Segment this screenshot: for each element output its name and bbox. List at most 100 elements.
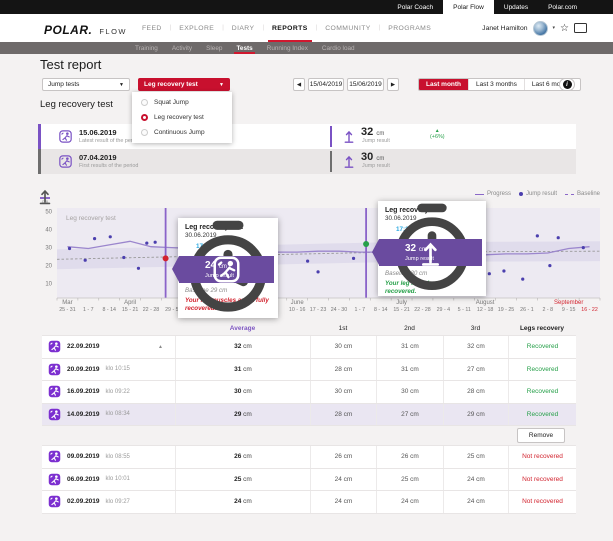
nav-item-programs[interactable]: PROGRAMS xyxy=(388,24,432,32)
jump-result-dot[interactable] xyxy=(581,246,585,250)
average-cell: 29 cm xyxy=(175,403,310,425)
top-link-updates[interactable]: Updates xyxy=(503,3,529,11)
test-row-09-09-2019[interactable]: 09.09.2019 klo 08:55 26 cm 26 cm 26 cm 25 cm N… xyxy=(42,445,576,468)
nav-item-reports[interactable]: REPORTS xyxy=(264,14,316,42)
chart-text: April xyxy=(124,300,136,306)
sort-asc-icon[interactable]: ▲ xyxy=(158,343,163,350)
nav-item-explore[interactable]: EXPLORE xyxy=(179,24,215,32)
jump-result-dot[interactable] xyxy=(136,266,141,270)
row-time: klo 09:27 xyxy=(105,498,130,505)
subnav-item-activity[interactable]: Activity xyxy=(171,44,193,52)
menu-option-continuous-jump[interactable]: Continuous Jump xyxy=(132,125,232,140)
section-title: Leg recovery test xyxy=(40,99,113,110)
test-row-06-09-2019[interactable]: 06.09.2019 klo 10:01 25 cm 24 cm 25 cm 24 cm N… xyxy=(42,467,576,490)
date-to-field[interactable]: 15/06/2019 xyxy=(347,78,384,91)
jump-result-dot[interactable] xyxy=(122,255,126,260)
jump-result-dot[interactable] xyxy=(306,259,310,263)
chevron-down-icon[interactable]: ▾ xyxy=(552,25,556,31)
chart-text: 2 - 8 xyxy=(542,307,553,313)
row-date: 20.09.2019 xyxy=(67,365,100,373)
summary-unit: cm xyxy=(376,131,385,137)
range-last-month[interactable]: Last month xyxy=(419,79,469,90)
trend-up-icon: ▲ xyxy=(434,128,440,134)
subnav-item-running-index[interactable]: Running Index xyxy=(266,44,308,52)
date-from-field[interactable]: 15/04/2019 xyxy=(308,78,344,91)
summary-unit: cm xyxy=(376,156,385,162)
tooltip-baseline: Baseline 29 cm xyxy=(185,287,228,294)
jump-result-dot[interactable] xyxy=(83,258,87,262)
avatar[interactable] xyxy=(532,20,548,36)
row-time: klo 08:55 xyxy=(105,453,130,460)
nav-separator: | xyxy=(169,25,172,31)
jump-result-dot[interactable] xyxy=(108,235,112,239)
jump-result-dot[interactable] xyxy=(548,264,552,268)
jump-test-icon xyxy=(48,450,61,463)
third-result-cell: 28 cm xyxy=(443,381,508,403)
summary-value: 30 xyxy=(361,151,374,163)
subnav-item-cardio-load[interactable]: Cardio load xyxy=(321,44,355,52)
summary-caption: First results of the period xyxy=(79,163,139,169)
test-type-value: Leg recovery test xyxy=(144,81,198,88)
chart-text: 25 - 31 xyxy=(59,307,76,313)
chart-text: September xyxy=(554,300,583,306)
chevron-down-icon: ▼ xyxy=(119,81,124,88)
test-type-dropdown[interactable]: Leg recovery test ▼ xyxy=(138,78,230,91)
subnav-item-training[interactable]: Training xyxy=(135,44,158,52)
tooltip-value-label: Jump result xyxy=(205,272,234,279)
menu-option-leg-recovery-test[interactable]: Leg recovery test xyxy=(132,110,232,125)
range-last-3-months[interactable]: Last 3 months xyxy=(468,79,524,90)
range-last-6-months[interactable]: Last 6 months xyxy=(523,79,580,90)
legend-dot-icon xyxy=(518,192,523,196)
main-header: POLAR. FLOW FEED | EXPLORE | DIARY | REPORTS | C… xyxy=(0,14,613,42)
average-cell: 24 cm xyxy=(175,491,310,513)
nav-item-community[interactable]: COMMUNITY xyxy=(325,24,371,32)
chart-text: 17 - 23 xyxy=(310,307,327,313)
favorite-star-icon[interactable]: ☆ xyxy=(560,22,569,34)
test-row-14-09-2019[interactable]: 14.09.2019 klo 08:34 29 cm 28 cm 27 cm 29 cm R… xyxy=(42,402,576,426)
feedback-icon[interactable] xyxy=(574,23,587,33)
jump-result-dot[interactable] xyxy=(487,272,491,276)
top-link-polar-coach[interactable]: Polar Coach xyxy=(397,3,434,11)
next-period-button[interactable]: ▶ xyxy=(387,78,399,91)
jump-result-dot[interactable] xyxy=(502,269,506,273)
selected-point-recovered[interactable] xyxy=(363,241,370,247)
jump-result-dot[interactable] xyxy=(153,240,157,244)
nav-item-feed[interactable]: FEED xyxy=(142,24,162,32)
jump-result-dot[interactable] xyxy=(521,277,525,281)
jump-test-icon xyxy=(48,473,61,486)
top-link-polar-com[interactable]: Polar.com xyxy=(548,3,577,11)
subnav-item-sleep[interactable]: Sleep xyxy=(206,44,223,52)
legs-recovery-column-header: Legs recovery xyxy=(519,325,565,332)
prev-period-button[interactable]: ◀ xyxy=(293,78,305,91)
average-cell: 31 cm xyxy=(175,358,310,380)
jump-result-dot[interactable] xyxy=(535,234,539,238)
top-link-polar-flow[interactable]: Polar Flow xyxy=(443,0,494,14)
user-area[interactable]: Janet Hamilton ▾ ☆ xyxy=(482,14,587,42)
jump-result-dot[interactable] xyxy=(145,241,149,245)
selected-point-not-recovered[interactable] xyxy=(162,255,169,262)
second-result-cell: 26 cm xyxy=(376,446,443,468)
jump-result-dot[interactable] xyxy=(316,270,320,274)
jump-test-icon xyxy=(48,363,61,376)
jump-result-dot[interactable] xyxy=(351,256,356,260)
third-column-header: 3rd xyxy=(470,325,481,332)
row-date: 06.09.2019 xyxy=(67,475,100,483)
chart-text: 1 - 7 xyxy=(83,307,94,313)
summary-value-label: Jump result xyxy=(362,138,390,144)
test-row-02-09-2019[interactable]: 02.09.2019 klo 09:27 24 cm 24 cm 24 cm 24 cm N… xyxy=(42,490,576,514)
test-row-20-09-2019[interactable]: 20.09.2019 klo 10:15 31 cm 28 cm 31 cm 27 cm R… xyxy=(42,357,576,380)
test-group-dropdown[interactable]: Jump tests ▼ xyxy=(42,78,130,91)
trend-delta: ▲ (+6%) xyxy=(430,128,445,141)
nav-item-diary[interactable]: DIARY xyxy=(231,24,255,32)
test-row-22-09-2019[interactable]: 22.09.2019 ▲ 32 cm 30 cm 31 cm 32 cm Recovered xyxy=(42,335,576,358)
jump-result-dot[interactable] xyxy=(556,236,560,240)
subnav-item-tests[interactable]: Tests xyxy=(229,42,259,54)
jump-result-dot[interactable] xyxy=(67,246,72,251)
progress-line xyxy=(67,240,590,256)
test-row-16-09-2019[interactable]: 16.09.2019 klo 09:22 30 cm 30 cm 30 cm 28 cm R… xyxy=(42,380,576,403)
remove-button[interactable]: Remove xyxy=(517,428,565,443)
menu-option-squat-jump[interactable]: Squat Jump xyxy=(132,95,232,110)
chart-text: August xyxy=(476,300,495,306)
info-button[interactable]: i xyxy=(559,78,575,91)
jump-result-dot[interactable] xyxy=(92,237,97,241)
